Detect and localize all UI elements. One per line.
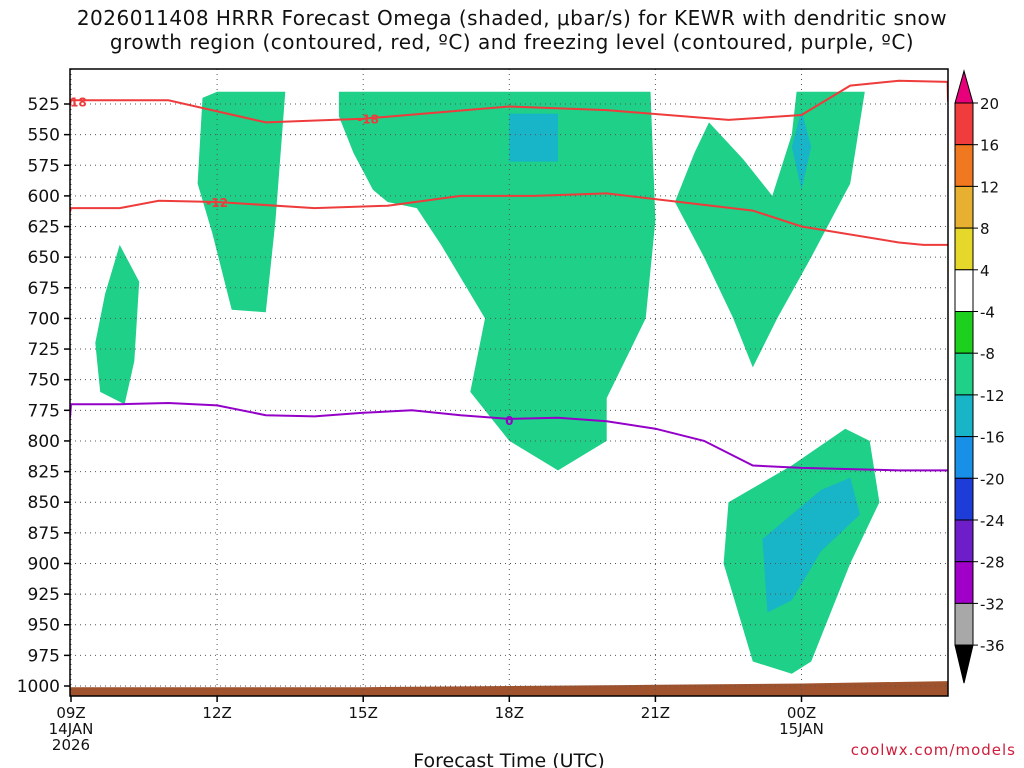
ytick-label-875: 875 bbox=[28, 524, 60, 544]
freezing-level-contour bbox=[70, 401, 948, 472]
ytick-label-600: 600 bbox=[28, 187, 60, 207]
colorbar-bottom-arrow bbox=[954, 644, 974, 684]
terrain bbox=[70, 681, 948, 696]
colorbar-seg-13 bbox=[954, 602, 974, 646]
ytick-label-575: 575 bbox=[28, 156, 60, 176]
omega-region-10 bbox=[156, 410, 174, 472]
ytick-label-975: 975 bbox=[28, 646, 60, 666]
title-line-2: growth region (contoured, red, ºC) and f… bbox=[109, 30, 915, 54]
omega-region-0 bbox=[197, 91, 286, 313]
axes: 525 550 575 600 625 650 675 700 725 750 775 800 825 8… bbox=[17, 68, 949, 754]
contours: -18 -18 -12 0 bbox=[65, 79, 948, 472]
ytick-label-925: 925 bbox=[28, 585, 60, 605]
xtick-label-09Z-1: 14JAN bbox=[49, 720, 94, 738]
ytick-label-900: 900 bbox=[28, 554, 60, 574]
xtick-label-15Z-0: 15Z bbox=[349, 704, 378, 722]
colorbar-label-8: -16 bbox=[980, 429, 1005, 447]
colorbar-seg-9 bbox=[954, 436, 974, 479]
freezing-level-label: 0 bbox=[505, 414, 513, 428]
ytick-label-1000: 1000 bbox=[17, 677, 60, 697]
ytick-label-550: 550 bbox=[28, 126, 60, 146]
ytick-label-750: 750 bbox=[28, 371, 60, 391]
site-credit: coolwx.com/models bbox=[850, 741, 1016, 759]
colorbar-seg-1 bbox=[954, 102, 974, 146]
dendritic-label-1: -18 bbox=[357, 113, 379, 127]
colorbar-seg-7 bbox=[954, 352, 974, 396]
colorbar-label-2: 12 bbox=[980, 178, 999, 196]
colorbar-label-5: -4 bbox=[980, 304, 995, 322]
ytick-label-650: 650 bbox=[28, 248, 60, 268]
colorbar-label-6: -8 bbox=[980, 345, 995, 363]
colorbar-label-11: -28 bbox=[980, 554, 1005, 572]
colorbar-label-10: -24 bbox=[980, 512, 1005, 530]
colorbar-seg-12 bbox=[954, 561, 974, 604]
colorbar-label-3: 8 bbox=[980, 220, 990, 238]
omega-region-11 bbox=[689, 385, 709, 466]
ytick-label-725: 725 bbox=[28, 340, 60, 360]
colorbar-seg-8 bbox=[954, 394, 974, 438]
xtick-label-09Z-0: 09Z bbox=[56, 704, 85, 722]
omega-region-9 bbox=[100, 551, 149, 650]
x-axis-label: Forecast Time (UTC) bbox=[413, 750, 604, 768]
colorbar-seg-10 bbox=[954, 477, 974, 521]
colorbar-label-9: -20 bbox=[980, 470, 1005, 488]
xtick-label-00Z-1: 15JAN bbox=[779, 720, 824, 738]
ytick-label-700: 700 bbox=[28, 309, 60, 329]
omega-region-1 bbox=[95, 244, 140, 405]
colorbar-seg-11 bbox=[954, 519, 974, 563]
colorbar-seg-3 bbox=[954, 185, 974, 229]
dendritic-contour-2 bbox=[70, 192, 948, 246]
xtick-label-00Z-0: 00Z bbox=[787, 704, 816, 722]
omega-region-2 bbox=[338, 91, 656, 471]
colorbar-top-arrow bbox=[954, 69, 974, 104]
ytick-label-850: 850 bbox=[28, 493, 60, 513]
ytick-label-800: 800 bbox=[28, 432, 60, 452]
title-line-1: 2026011408 HRRR Forecast Omega (shaded, … bbox=[76, 6, 948, 30]
colorbar-label-0: 20 bbox=[980, 95, 999, 113]
omega-region-8 bbox=[762, 477, 860, 613]
omega-region-4 bbox=[674, 91, 865, 368]
ytick-label-625: 625 bbox=[28, 218, 60, 238]
colorbar-label-4: 4 bbox=[980, 262, 990, 280]
ytick-label-675: 675 bbox=[28, 279, 60, 299]
ytick-label-525: 525 bbox=[28, 95, 60, 115]
dendritic-label-2: -12 bbox=[206, 196, 228, 210]
colorbar-label-1: 16 bbox=[980, 137, 999, 155]
colorbar-label-7: -12 bbox=[980, 387, 1005, 405]
colorbar-seg-5 bbox=[954, 269, 974, 312]
chart-title: 2026011408 HRRR Forecast Omega (shaded, … bbox=[0, 6, 1024, 54]
ytick-label-950: 950 bbox=[28, 616, 60, 636]
xtick-label-09Z-2: 2026 bbox=[52, 736, 90, 754]
ytick-label-825: 825 bbox=[28, 463, 60, 483]
ytick-label-775: 775 bbox=[28, 401, 60, 421]
dendritic-label-0: -18 bbox=[65, 96, 87, 110]
colorbar-label-12: -32 bbox=[980, 595, 1005, 613]
colorbar-seg-2 bbox=[954, 144, 974, 187]
omega-shading bbox=[70, 91, 948, 696]
xtick-label-18Z-0: 18Z bbox=[495, 704, 524, 722]
colorbar-seg-4 bbox=[954, 227, 974, 271]
colorbar-seg-6 bbox=[954, 311, 974, 354]
xtick-label-12Z-0: 12Z bbox=[202, 704, 231, 722]
xtick-label-21Z-0: 21Z bbox=[641, 704, 670, 722]
colorbar-label-13: -36 bbox=[980, 637, 1005, 655]
colorbar: 20 16 12 8 4 -4 -8 -12 -16 -20 -24 -28 -32 -36 bbox=[954, 69, 1005, 684]
omega-region-3 bbox=[509, 113, 558, 162]
dendritic-contour-0 bbox=[70, 79, 948, 124]
